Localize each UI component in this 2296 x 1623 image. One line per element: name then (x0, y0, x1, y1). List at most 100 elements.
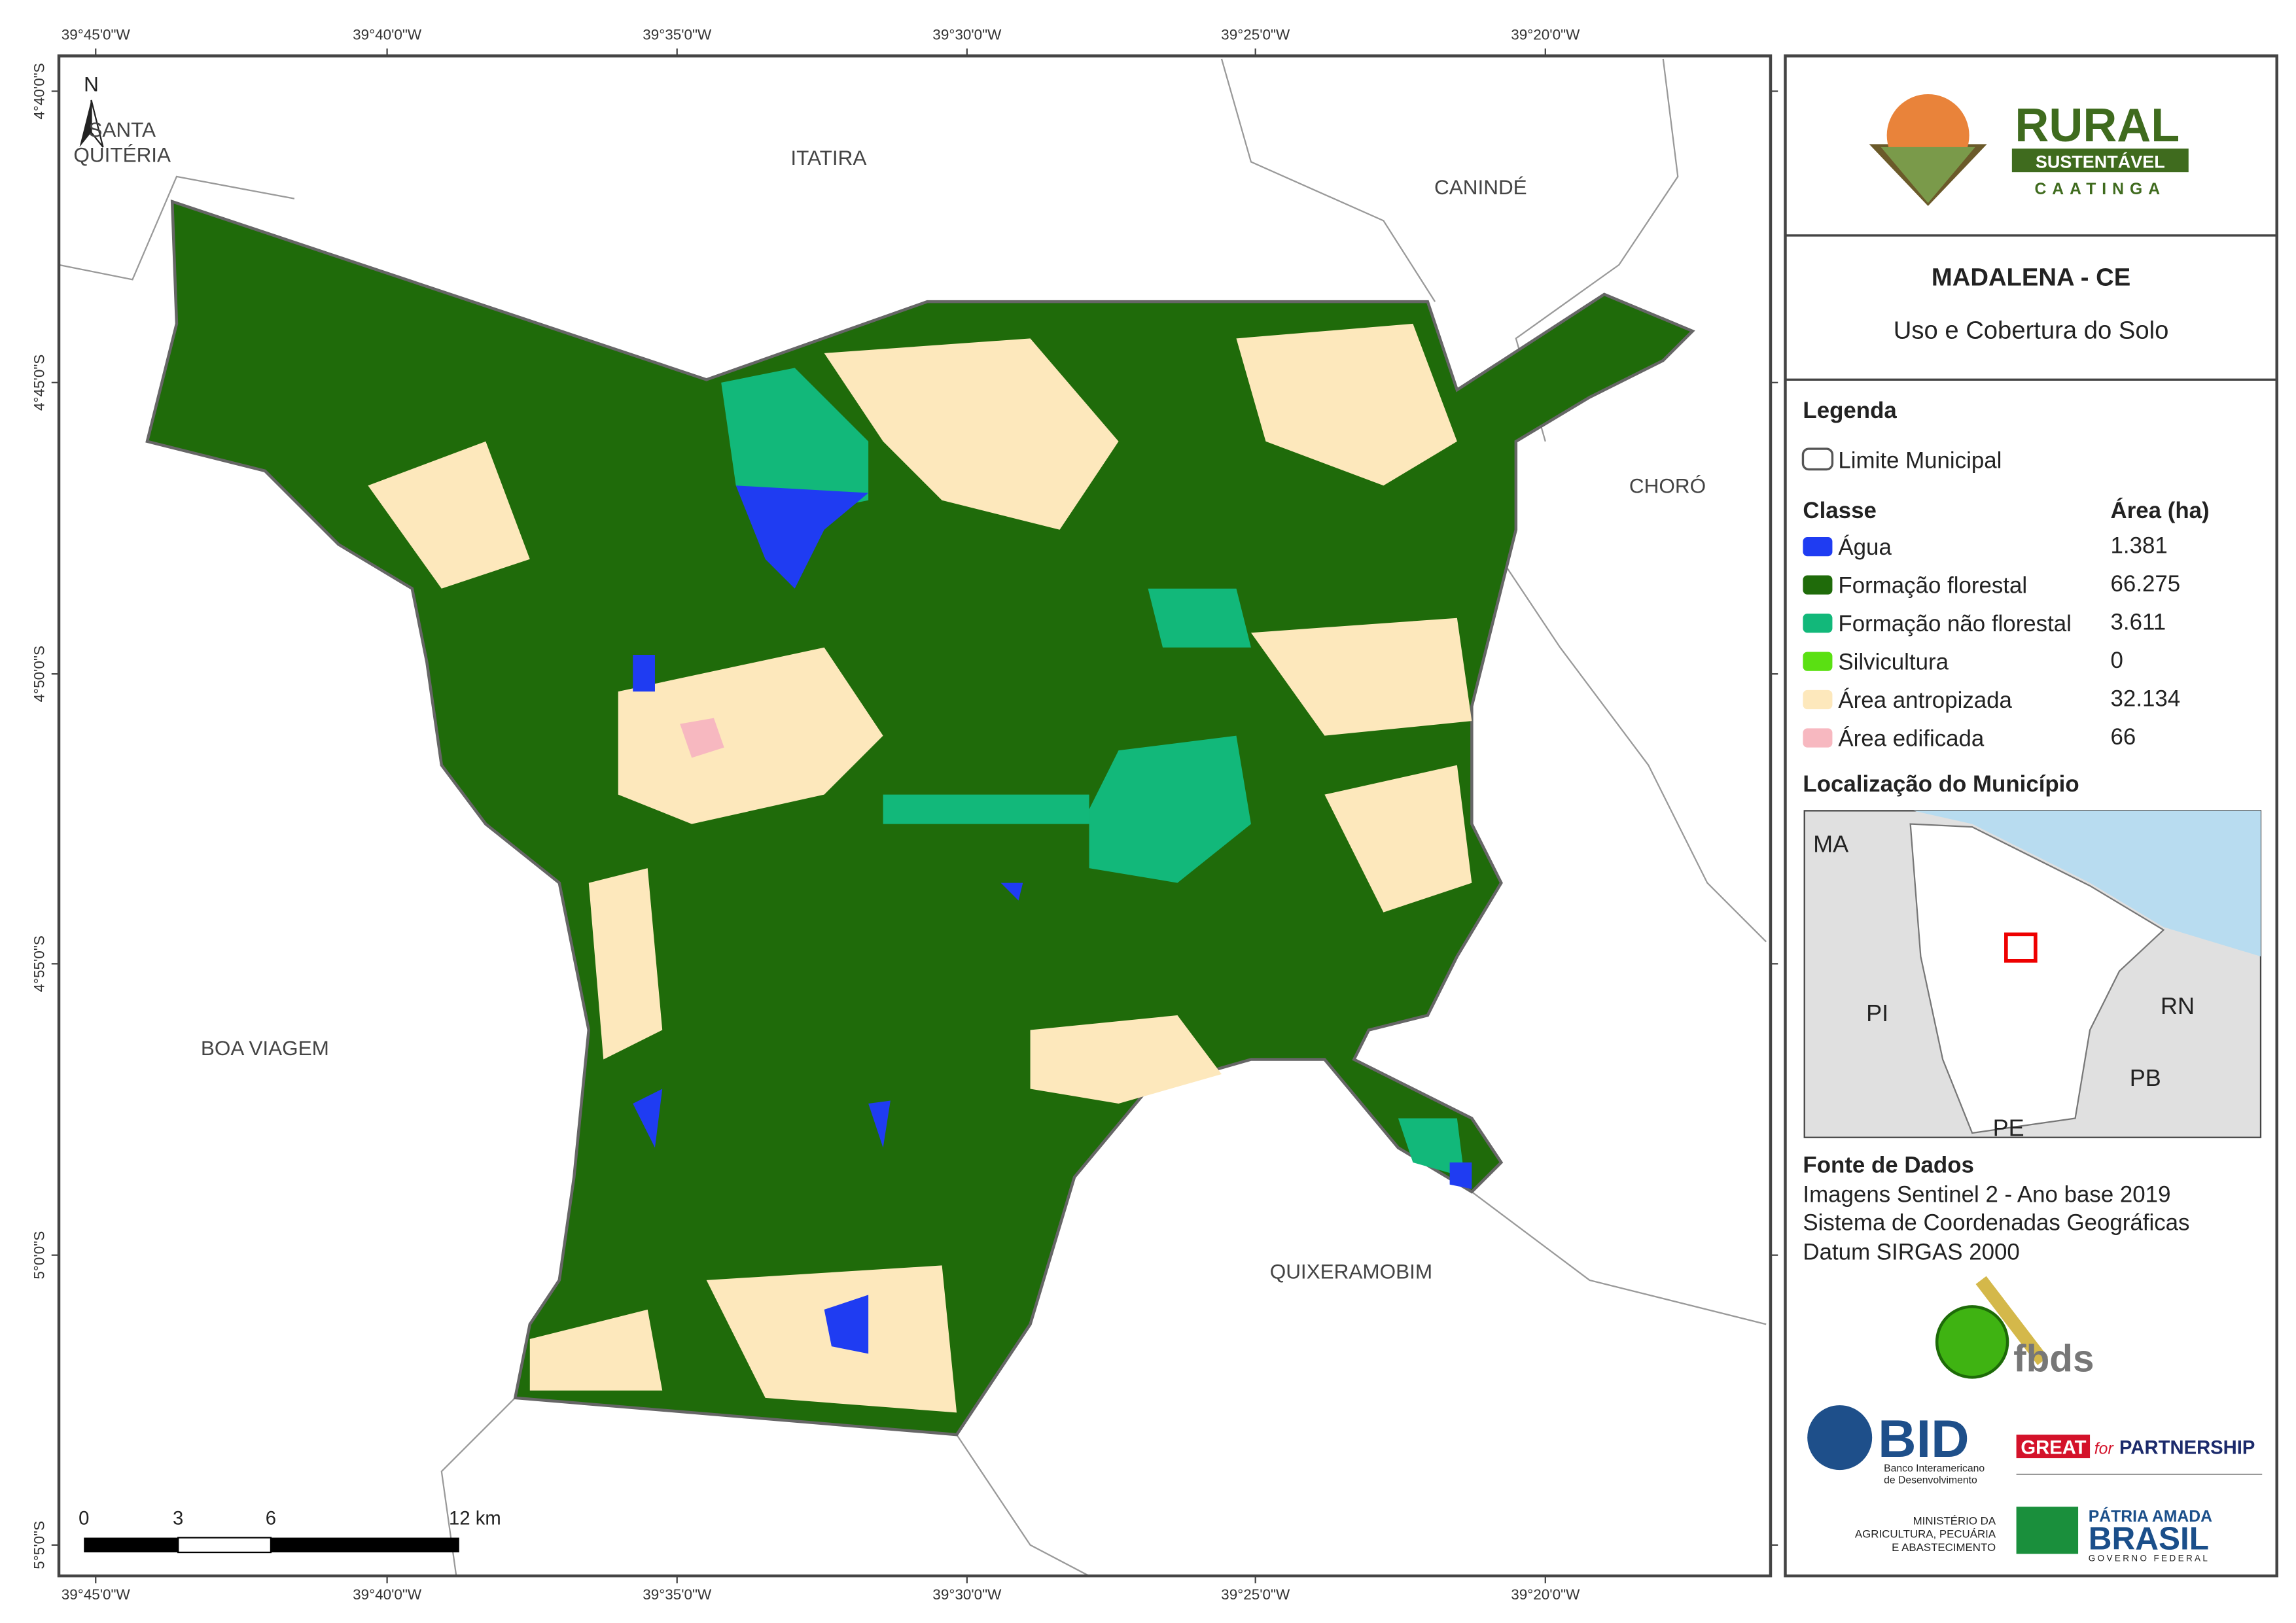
logo-band (2011, 148, 2189, 173)
inset-highlight (2004, 932, 2038, 963)
legend-class: Área edificada (1838, 725, 1984, 751)
x-coordinate-label: 39°45'0"W (62, 1586, 131, 1603)
legend-swatch (1803, 613, 1833, 633)
x-coordinate-label: 39°35'0"W (643, 1586, 712, 1603)
north-arrow: N (79, 72, 104, 148)
legend-swatch (1803, 728, 1833, 748)
state-label: PB (2130, 1064, 2161, 1091)
map-frame (57, 54, 1773, 1578)
x-coordinate-label: 39°40'0"W (353, 1586, 422, 1603)
legend-swatch (1803, 689, 1833, 710)
legend-class: Formação florestal (1838, 572, 2027, 598)
map-title: MADALENA - CE (1932, 263, 2130, 291)
y-coordinate-label: 4°40'0"S (31, 63, 48, 119)
legend-area: 3.611 (2111, 610, 2166, 635)
y-coordinate-label: 4°45'0"S (31, 355, 48, 411)
y-coordinate-label: 5°0'0"S (31, 1231, 48, 1280)
legend-swatch (1803, 537, 1833, 557)
state-label: MA (1813, 830, 1848, 857)
neighbor-label: ITATIRA (790, 146, 866, 169)
scale-segment (84, 1537, 179, 1553)
north-arrow-right (90, 99, 104, 148)
x-coordinate-label: 39°30'0"W (932, 27, 1002, 43)
legend-rows: Água 1.381 Formação florestal 66.275 Formaçã… (1803, 533, 2181, 751)
bid-globe (1807, 1405, 1873, 1471)
logo-word: RURAL (2015, 99, 2180, 152)
bid-text: BID (1878, 1410, 1969, 1469)
y-coordinate-label: 4°55'0"S (31, 935, 48, 992)
great-box (2016, 1435, 2091, 1459)
x-coordinate-label: 39°25'0"W (1221, 1586, 1290, 1603)
non-forest-formation (721, 368, 1465, 1178)
scale-label: 3 (173, 1508, 183, 1529)
legend-area: 66.275 (2111, 571, 2181, 597)
legend-class: Água (1838, 534, 1892, 560)
legend-area: 0 (2111, 648, 2123, 673)
scale-label: 6 (266, 1508, 276, 1529)
x-coordinate-label: 39°30'0"W (932, 1586, 1002, 1603)
great-partnership: PARTNERSHIP (2119, 1437, 2255, 1458)
built-area (680, 718, 724, 758)
location-inset: MA PI RN PB PE (1803, 810, 2262, 1141)
fbds-circle (1935, 1305, 2009, 1379)
location-title: Localização do Município (1803, 771, 2079, 797)
neighbor-label: QUIXERAMOBIM (1270, 1260, 1432, 1283)
ministry-text: MINISTÉRIO DA (1913, 1514, 1996, 1527)
scale-segment (177, 1537, 272, 1554)
state-label: RN (2161, 992, 2195, 1019)
neighbor-labels: ITATIRA CANINDÉ CHORÓ BOA VIAGEM QUIXERAMOBI… (201, 146, 1706, 1283)
inset-ocean (1913, 811, 2261, 957)
bid-sub: de Desenvolvimento (1884, 1475, 1977, 1486)
side-panel: RURAL SUSTENTÁVEL CAATINGA MADALENA - CE… (1784, 54, 2278, 1578)
scale-label: 12 km (449, 1508, 501, 1529)
scale-label: 0 (79, 1508, 89, 1529)
great-text: GREAT (2021, 1437, 2086, 1458)
neighbor-label: CHORÓ (1629, 474, 1706, 498)
fbds-mark (1975, 1276, 2049, 1365)
water-bodies (633, 485, 1472, 1354)
rural-logo: RURAL SUSTENTÁVEL CAATINGA (1869, 94, 2189, 206)
legend-title: Legenda (1803, 398, 1897, 423)
legend-area: 1.381 (2111, 533, 2168, 559)
fbds-logo: fbds (1935, 1276, 2094, 1380)
governo-text: GOVERNO FEDERAL (2089, 1554, 2210, 1563)
inset-ceara (1909, 823, 2165, 1134)
x-coordinate-label: 39°25'0"W (1221, 27, 1290, 43)
boundary-swatch (1801, 447, 1834, 471)
legend-area: 66 (2111, 724, 2136, 750)
y-coordinate-label: 4°50'0"S (31, 646, 48, 702)
legend-class: Área antropizada (1838, 688, 2012, 713)
state-label: PE (1993, 1114, 2024, 1141)
ministry-text: AGRICULTURA, PECUÁRIA (1855, 1528, 1996, 1541)
government-logo: MINISTÉRIO DA AGRICULTURA, PECUÁRIA E AB… (1855, 1507, 2212, 1563)
legend-swatch (1803, 575, 1833, 595)
x-coordinate-label: 39°20'0"W (1511, 27, 1580, 43)
anthropized-areas (368, 323, 1472, 1413)
legend-class: Silvicultura (1838, 649, 1949, 674)
logo-sub: CAATINGA (2034, 181, 2166, 198)
x-coordinate-label: 39°45'0"W (62, 27, 131, 43)
legend-boundary: Limite Municipal (1838, 447, 2002, 473)
logo-land (1881, 147, 1975, 203)
north-arrow-left (79, 99, 92, 147)
legend-header: Classe (1803, 498, 1876, 523)
logo-band-text: SUSTENTÁVEL (2036, 151, 2165, 171)
brasil-flag (2016, 1507, 2079, 1554)
neighbor-label: SANTA (88, 118, 156, 141)
state-label: PI (1866, 1000, 1888, 1026)
scale-bar: 0 3 6 12 km (79, 1508, 501, 1554)
brasil-text: BRASIL (2089, 1521, 2209, 1557)
municipality (145, 199, 1695, 1437)
bid-sub: Banco Interamericano (1884, 1463, 1985, 1474)
neighbor-label: QUITÉRIA (73, 143, 171, 166)
x-coordinate-label: 39°20'0"W (1511, 1586, 1580, 1603)
neighbor-label: CANINDÉ (1434, 175, 1527, 199)
legend-class: Formação não florestal (1838, 611, 2072, 637)
sources-title: Fonte de Dados (1803, 1153, 1973, 1178)
patria-text: PÁTRIA AMADA (2089, 1507, 2212, 1526)
ministry-text: E ABASTECIMENTO (1892, 1541, 1996, 1554)
legend-area: 32.134 (2111, 686, 2181, 712)
neighbor-label: BOA VIAGEM (201, 1036, 329, 1060)
